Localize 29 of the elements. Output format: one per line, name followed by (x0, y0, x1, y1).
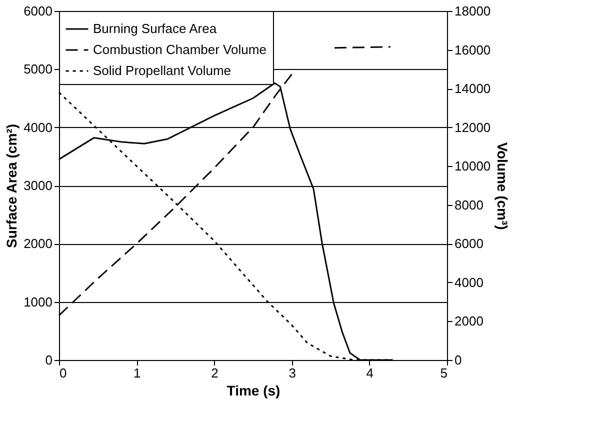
y2-tick-label: 10000 (454, 158, 491, 174)
y2-tick-label: 0 (454, 352, 462, 368)
y2-axis-title: Volume (cm³) (494, 142, 511, 230)
legend-label: Burning Surface Area (93, 21, 218, 36)
y2-tick-label: 16000 (454, 42, 491, 58)
y-tick-label: 3000 (24, 178, 52, 193)
y2-tick-label: 12000 (454, 120, 491, 135)
y2-tick-label: 14000 (454, 81, 491, 96)
legend-label: Combustion Chamber Volume (93, 42, 266, 57)
y-tick-label: 5000 (24, 62, 52, 77)
legend-label: Solid Propellant Volume (93, 63, 232, 78)
y-tick-label: 1000 (24, 294, 52, 310)
x-tick-label: 3 (288, 366, 296, 380)
y2-tick-label: 6000 (454, 236, 484, 252)
x-tick-label: 2 (211, 366, 218, 380)
y-tick-label: 0 (45, 352, 52, 368)
x-tick-label: 4 (366, 366, 374, 380)
y2-tick-label: 4000 (454, 274, 484, 290)
y2-tick-label: 2000 (454, 314, 484, 329)
x-tick-label: 0 (60, 366, 67, 380)
y-tick-label: 2000 (24, 236, 52, 252)
x-tick-label: 5 (440, 366, 448, 380)
y-tick-label: 4000 (24, 120, 52, 135)
y2-tick-label: 8000 (454, 197, 484, 212)
x-tick-label: 1 (133, 366, 141, 380)
y2-tick-label: 18000 (454, 4, 491, 18)
y-axis-title: Surface Area (cm²) (4, 124, 20, 248)
y-tick-label: 6000 (24, 4, 52, 18)
x-axis-title: Time (s) (226, 382, 280, 398)
